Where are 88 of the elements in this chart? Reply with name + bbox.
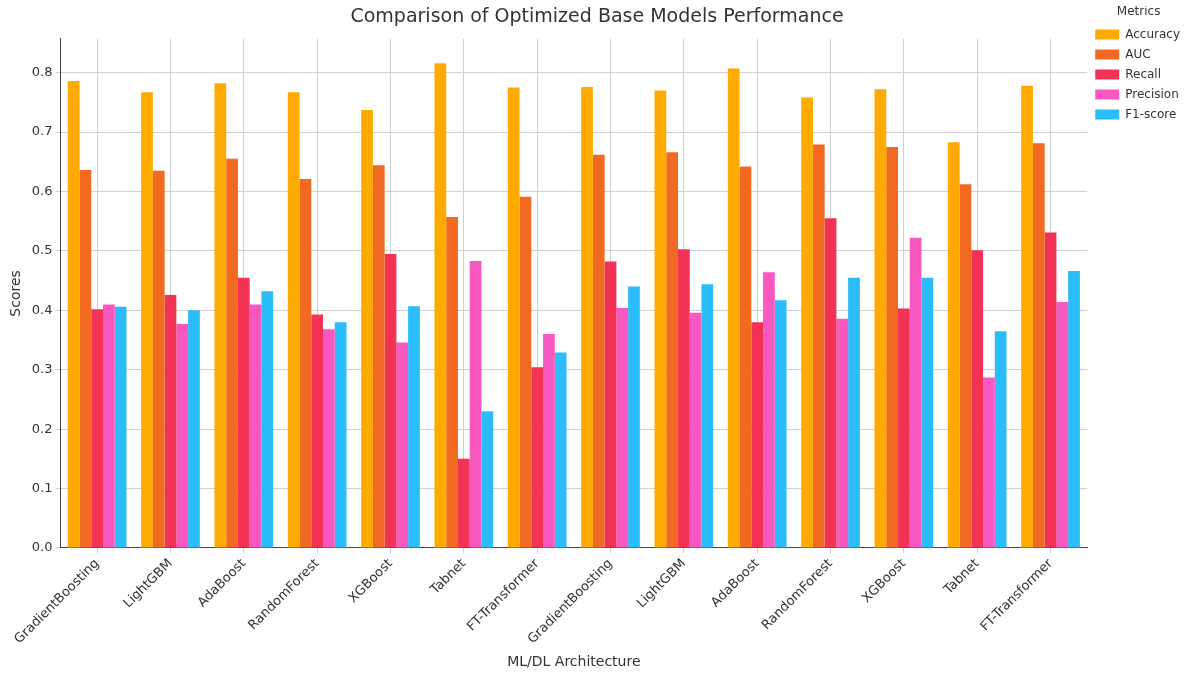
bar bbox=[921, 277, 934, 548]
bar bbox=[848, 277, 860, 548]
legend-label: Accuracy bbox=[1125, 26, 1181, 41]
legend-label: Precision bbox=[1125, 86, 1179, 101]
bar bbox=[1068, 271, 1080, 548]
y-tick-label: 0.1 bbox=[31, 479, 53, 495]
bar bbox=[287, 92, 300, 548]
bar bbox=[1021, 85, 1033, 548]
bar bbox=[654, 90, 667, 548]
bar bbox=[396, 342, 409, 548]
y-tick-label: 0.7 bbox=[31, 123, 53, 139]
bar bbox=[372, 165, 385, 548]
bar bbox=[592, 154, 605, 548]
y-tick-label: 0.8 bbox=[31, 64, 53, 80]
y-tick-label: 0.5 bbox=[31, 242, 53, 258]
x-axis-title: ML/DL Architecture bbox=[507, 653, 641, 670]
bar bbox=[774, 300, 787, 548]
bar bbox=[481, 411, 494, 548]
bar bbox=[531, 367, 544, 548]
bar bbox=[886, 146, 898, 548]
bar bbox=[628, 286, 640, 548]
bar bbox=[824, 218, 837, 548]
bar bbox=[446, 217, 458, 548]
bar bbox=[971, 250, 984, 548]
legend-label: AUC bbox=[1125, 46, 1151, 61]
bar bbox=[1044, 232, 1057, 548]
bar bbox=[469, 261, 482, 548]
bar bbox=[114, 306, 127, 548]
bar bbox=[261, 291, 274, 548]
bar bbox=[67, 80, 80, 548]
bar bbox=[384, 253, 397, 548]
bar bbox=[188, 310, 200, 548]
bar bbox=[701, 284, 714, 548]
bar bbox=[334, 322, 347, 548]
y-axis-title: Scores bbox=[7, 270, 24, 317]
bar bbox=[1032, 143, 1045, 548]
chart-title: Comparison of Optimized Base Models Performance bbox=[350, 4, 844, 27]
bar bbox=[812, 144, 825, 548]
bar bbox=[214, 83, 227, 548]
bar bbox=[1056, 302, 1069, 548]
bar bbox=[874, 89, 887, 548]
bar bbox=[751, 322, 764, 548]
bar bbox=[836, 318, 849, 548]
bar bbox=[237, 277, 250, 548]
legend-label: Recall bbox=[1125, 66, 1162, 81]
bar bbox=[79, 170, 92, 548]
bar bbox=[519, 196, 532, 548]
bar bbox=[176, 324, 189, 548]
bar bbox=[959, 184, 972, 548]
bar bbox=[763, 272, 775, 548]
y-tick-label: 0.3 bbox=[31, 361, 53, 377]
bar bbox=[457, 458, 470, 548]
bar bbox=[408, 306, 420, 548]
bar bbox=[249, 304, 262, 548]
bar bbox=[604, 261, 617, 548]
bar bbox=[666, 152, 678, 548]
bar bbox=[164, 294, 177, 548]
legend-label: F1-score bbox=[1125, 106, 1177, 121]
bar bbox=[898, 308, 910, 548]
bar bbox=[361, 110, 373, 548]
bar bbox=[616, 307, 629, 548]
y-tick-label: 0.0 bbox=[31, 539, 53, 555]
bar bbox=[739, 166, 752, 548]
bar bbox=[677, 249, 690, 548]
bar bbox=[91, 309, 104, 548]
bar bbox=[983, 377, 995, 548]
bar bbox=[909, 237, 922, 548]
bar bbox=[554, 352, 567, 548]
bar bbox=[141, 92, 153, 548]
bar bbox=[689, 312, 702, 548]
legend-title: Metrics bbox=[1116, 4, 1161, 19]
bar bbox=[226, 158, 238, 548]
bar bbox=[581, 86, 593, 548]
bar bbox=[727, 68, 740, 548]
y-tick-label: 0.2 bbox=[31, 420, 53, 436]
bar bbox=[103, 304, 115, 548]
bar bbox=[947, 142, 960, 548]
y-tick-label: 0.6 bbox=[31, 182, 53, 198]
bar bbox=[152, 170, 165, 548]
bar bbox=[323, 329, 335, 548]
bar bbox=[801, 97, 813, 548]
bar bbox=[311, 314, 324, 548]
bar bbox=[434, 63, 447, 548]
y-tick-label: 0.4 bbox=[31, 301, 53, 317]
bar bbox=[507, 87, 520, 548]
bar bbox=[299, 179, 312, 548]
bar bbox=[994, 331, 1007, 548]
bar bbox=[543, 334, 555, 548]
